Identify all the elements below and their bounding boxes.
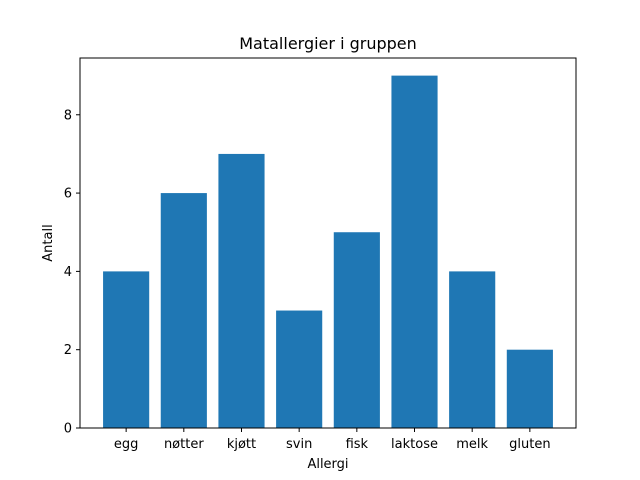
y-tick-label: 0 — [64, 422, 72, 437]
bar-nøtter — [160, 193, 207, 428]
y-axis-label: Antall — [41, 224, 56, 261]
y-tick-label: 4 — [64, 265, 72, 280]
plot-frame — [79, 57, 577, 429]
y-tick-label: 2 — [64, 343, 72, 358]
bar-kjøtt — [218, 153, 265, 429]
bar-fisk — [333, 232, 380, 428]
y-tick-label: 6 — [64, 187, 72, 202]
x-tick-label: gluten — [509, 437, 550, 452]
y-tick-label: 8 — [64, 108, 72, 123]
x-tick-label: egg — [114, 437, 139, 452]
x-tick-label: melk — [456, 437, 488, 452]
bar-gluten — [506, 349, 553, 428]
x-tick-label: laktose — [391, 437, 438, 452]
bars-group — [103, 75, 553, 429]
x-axis-ticks: egg nøtter kjøtt svin fisk laktose melk gluten — [114, 428, 551, 452]
y-axis-ticks: 0 2 4 6 8 — [64, 108, 80, 437]
bar-laktose — [391, 75, 438, 428]
bar-svin — [276, 310, 323, 428]
x-tick-label: nøtter — [164, 437, 204, 452]
x-axis-label: Allergi — [307, 457, 348, 472]
bar-melk — [449, 271, 496, 428]
bar-egg — [103, 271, 150, 428]
x-tick-label: fisk — [346, 437, 369, 452]
x-tick-label: kjøtt — [227, 437, 256, 452]
chart-title: Matallergier i gruppen — [239, 34, 417, 53]
x-tick-label: svin — [286, 437, 312, 452]
